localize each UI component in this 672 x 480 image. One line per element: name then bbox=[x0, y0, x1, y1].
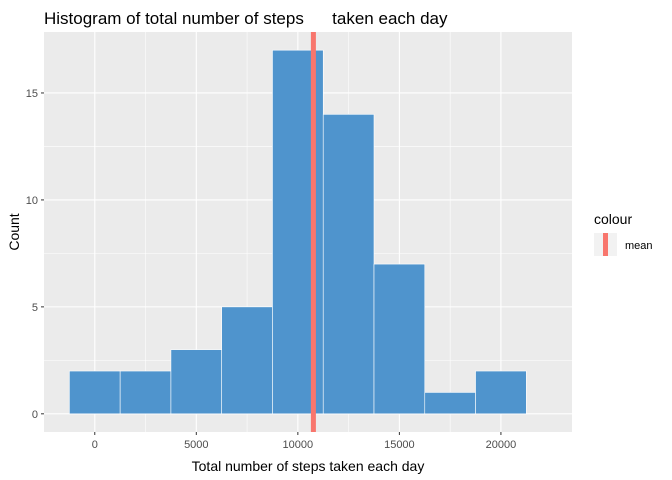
legend-mean-label: mean bbox=[625, 240, 653, 252]
x-tick-label: 0 bbox=[92, 439, 98, 451]
chart-title: Histogram of total number of steps taken… bbox=[44, 9, 448, 28]
y-tick-label: 0 bbox=[32, 409, 38, 421]
histogram-bar bbox=[475, 370, 527, 415]
histogram-bar bbox=[373, 263, 426, 415]
legend: colour mean bbox=[594, 211, 653, 256]
y-axis-title: Count bbox=[6, 213, 22, 250]
x-tick-label: 20000 bbox=[486, 439, 517, 451]
x-axis-title: Total number of steps taken each day bbox=[192, 458, 425, 474]
histogram-bar bbox=[424, 392, 476, 415]
x-axis-ticks: 0 5000 10000 15000 20000 bbox=[92, 432, 517, 451]
legend-mean-swatch bbox=[603, 233, 608, 256]
y-tick-label: 10 bbox=[26, 195, 38, 207]
histogram-bar bbox=[69, 370, 121, 415]
x-tick-label: 15000 bbox=[384, 439, 415, 451]
y-tick-label: 15 bbox=[26, 88, 38, 100]
x-tick-label: 5000 bbox=[184, 439, 208, 451]
histogram-bar bbox=[221, 306, 273, 415]
histogram-bar bbox=[119, 370, 172, 415]
histogram-bar bbox=[170, 349, 222, 415]
legend-title: colour bbox=[594, 211, 632, 227]
histogram-bar bbox=[322, 114, 375, 415]
x-tick-label: 10000 bbox=[283, 439, 314, 451]
y-tick-label: 5 bbox=[32, 302, 38, 314]
y-axis-ticks: 0 5 10 15 bbox=[26, 88, 44, 421]
